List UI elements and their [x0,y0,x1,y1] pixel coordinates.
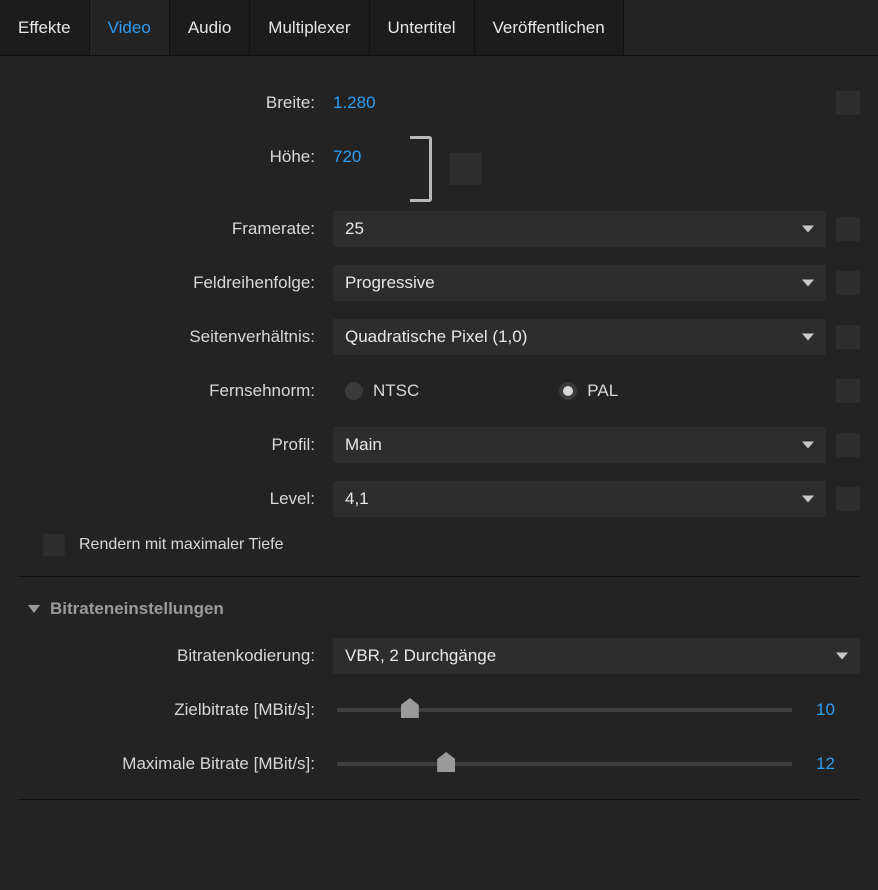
max-bitrate-slider[interactable] [337,762,792,766]
tvnorm-pal-label: PAL [587,381,618,401]
chevron-down-icon [802,226,814,233]
width-label: Breite: [18,93,333,113]
encoding-value: VBR, 2 Durchgänge [345,646,496,666]
profile-dropdown[interactable]: Main [333,427,826,463]
radio-icon [345,382,363,400]
tab-video[interactable]: Video [90,0,170,55]
framerate-value: 25 [345,219,364,239]
profile-lock[interactable] [836,433,860,457]
max-bitrate-label: Maximale Bitrate [MBit/s]: [18,754,333,774]
aspect-label: Seitenverhältnis: [18,327,333,347]
target-bitrate-slider[interactable] [337,708,792,712]
encoding-label: Bitratenkodierung: [18,646,333,666]
chevron-down-icon [802,442,814,449]
tvnorm-ntsc-label: NTSC [373,381,419,401]
bitrate-section-header[interactable]: Bitrateneinstellungen [18,587,860,637]
disclosure-triangle-icon [28,605,40,613]
encoding-dropdown[interactable]: VBR, 2 Durchgänge [333,638,860,674]
framerate-lock[interactable] [836,217,860,241]
width-lock[interactable] [836,91,860,115]
target-bitrate-label: Zielbitrate [MBit/s]: [18,700,333,720]
fieldorder-dropdown[interactable]: Progressive [333,265,826,301]
chevron-down-icon [836,653,848,660]
chevron-down-icon [802,496,814,503]
height-label: Höhe: [18,147,333,167]
tab-veroeffentlichen[interactable]: Veröffentlichen [475,0,624,55]
slider-thumb-icon[interactable] [401,698,419,718]
tab-effekte[interactable]: Effekte [0,0,90,55]
video-panel: Breite: 1.280 Höhe: 720 Framerate: 25 Fe… [0,56,878,830]
target-bitrate-value[interactable]: 10 [816,700,856,720]
level-label: Level: [18,489,333,509]
tab-untertitel[interactable]: Untertitel [370,0,475,55]
divider [18,799,860,800]
tvnorm-label: Fernsehnorm: [18,381,333,401]
chevron-down-icon [802,280,814,287]
tabs-bar: Effekte Video Audio Multiplexer Untertit… [0,0,878,56]
divider [18,576,860,577]
link-dimensions-button[interactable] [450,153,482,185]
aspect-value: Quadratische Pixel (1,0) [345,327,527,347]
tvnorm-lock[interactable] [836,379,860,403]
profile-value: Main [345,435,382,455]
link-bracket-icon [410,136,432,202]
level-lock[interactable] [836,487,860,511]
tab-multiplexer[interactable]: Multiplexer [250,0,369,55]
chevron-down-icon [802,334,814,341]
radio-icon [559,382,577,400]
aspect-lock[interactable] [836,325,860,349]
tvnorm-pal-radio[interactable]: PAL [559,381,618,401]
framerate-dropdown[interactable]: 25 [333,211,826,247]
maxdepth-checkbox[interactable] [43,534,65,556]
maxdepth-label: Rendern mit maximaler Tiefe [79,536,284,554]
fieldorder-lock[interactable] [836,271,860,295]
bitrate-section-title: Bitrateneinstellungen [50,599,224,619]
tab-audio[interactable]: Audio [170,0,250,55]
aspect-dropdown[interactable]: Quadratische Pixel (1,0) [333,319,826,355]
fieldorder-value: Progressive [345,273,435,293]
width-value[interactable]: 1.280 [333,93,403,113]
height-value[interactable]: 720 [333,147,403,167]
tvnorm-ntsc-radio[interactable]: NTSC [345,381,419,401]
profile-label: Profil: [18,435,333,455]
level-dropdown[interactable]: 4,1 [333,481,826,517]
level-value: 4,1 [345,489,369,509]
framerate-label: Framerate: [18,219,333,239]
fieldorder-label: Feldreihenfolge: [18,273,333,293]
slider-thumb-icon[interactable] [437,752,455,772]
tvnorm-radiogroup: NTSC PAL [333,381,826,401]
max-bitrate-value[interactable]: 12 [816,754,856,774]
